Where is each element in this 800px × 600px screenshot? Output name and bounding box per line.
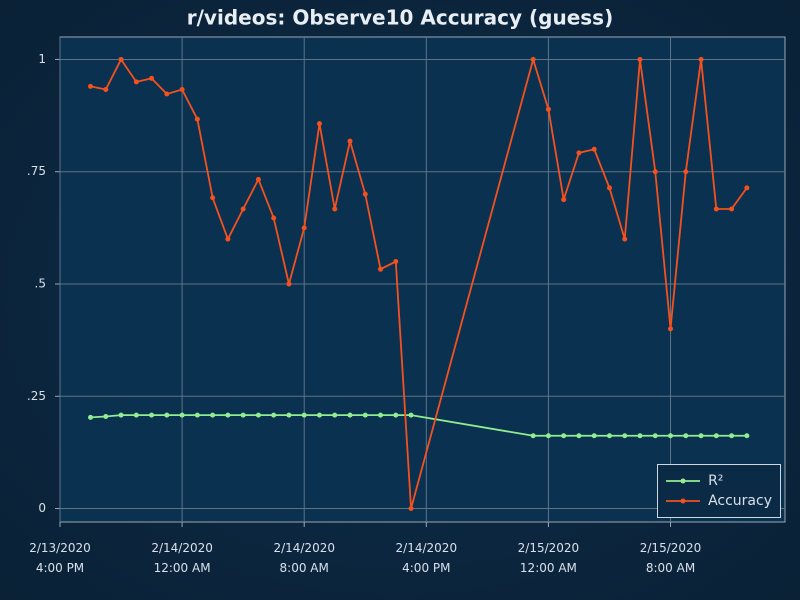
point — [729, 433, 735, 439]
point — [103, 87, 109, 93]
point — [316, 121, 322, 127]
point — [378, 266, 384, 272]
point — [271, 412, 277, 418]
point — [576, 433, 582, 439]
point — [133, 412, 139, 418]
point — [637, 56, 643, 62]
point — [545, 106, 551, 112]
point — [164, 412, 170, 418]
x-tick-label: 2/15/2020 8:00 AM — [639, 541, 702, 575]
point — [301, 412, 307, 418]
point — [561, 433, 567, 439]
legend: R² Accuracy — [657, 464, 781, 518]
point — [668, 433, 674, 439]
point — [408, 506, 414, 512]
point — [713, 433, 719, 439]
point — [606, 185, 612, 191]
legend-entry: R² — [666, 471, 772, 491]
legend-swatch — [666, 478, 701, 484]
point — [103, 413, 109, 419]
legend-label: R² — [708, 473, 724, 489]
point — [301, 225, 307, 231]
point — [149, 412, 155, 418]
point — [698, 433, 704, 439]
legend-swatch — [666, 498, 701, 504]
y-tick-label: .25 — [27, 389, 46, 403]
point — [683, 433, 689, 439]
y-tick-label: .75 — [27, 164, 46, 178]
point — [652, 169, 658, 175]
point — [606, 433, 612, 439]
point — [210, 412, 216, 418]
point — [255, 176, 261, 182]
point — [332, 412, 338, 418]
point — [316, 412, 322, 418]
point — [393, 412, 399, 418]
point — [576, 150, 582, 156]
legend-label: Accuracy — [708, 493, 772, 509]
point — [88, 83, 94, 89]
point — [530, 56, 536, 62]
y-tick-label: 1 — [38, 52, 46, 66]
point — [88, 414, 94, 420]
point — [393, 259, 399, 265]
point — [729, 206, 735, 212]
point — [683, 169, 689, 175]
point — [530, 433, 536, 439]
point — [271, 215, 277, 221]
point — [225, 412, 231, 418]
point — [744, 433, 750, 439]
x-tick-label: 2/14/2020 4:00 PM — [395, 541, 458, 575]
point — [347, 412, 353, 418]
point — [133, 79, 139, 85]
point — [194, 116, 200, 122]
x-tick-label: 2/15/2020 12:00 AM — [517, 541, 580, 575]
point — [408, 412, 414, 418]
legend-entry: Accuracy — [666, 491, 772, 511]
point — [744, 185, 750, 191]
point — [225, 236, 231, 242]
legend-dot — [680, 498, 686, 504]
point — [194, 412, 200, 418]
point — [286, 412, 292, 418]
y-tick-label: 0 — [38, 501, 46, 515]
point — [378, 412, 384, 418]
point — [149, 75, 155, 81]
point — [255, 412, 261, 418]
point — [637, 433, 643, 439]
chart-title: r/videos: Observe10 Accuracy (guess) — [187, 6, 613, 30]
point — [118, 412, 124, 418]
point — [240, 412, 246, 418]
legend-dot — [680, 478, 686, 484]
point — [622, 236, 628, 242]
point — [240, 206, 246, 212]
point — [668, 326, 674, 332]
x-tick-label: 2/14/2020 8:00 AM — [273, 541, 335, 575]
point — [164, 91, 170, 97]
point — [179, 87, 185, 93]
point — [332, 206, 338, 212]
point — [179, 412, 185, 418]
point — [210, 195, 216, 201]
point — [591, 146, 597, 152]
point — [698, 56, 704, 62]
point — [286, 281, 292, 287]
y-tick-label: .5 — [35, 276, 46, 290]
point — [545, 433, 551, 439]
point — [713, 206, 719, 212]
plot-area — [59, 36, 786, 523]
point — [561, 197, 567, 203]
point — [652, 433, 658, 439]
point — [591, 433, 597, 439]
point — [118, 56, 124, 62]
point — [362, 191, 368, 197]
point — [622, 433, 628, 439]
point — [362, 412, 368, 418]
point — [347, 138, 353, 144]
x-tick-label: 2/13/2020 4:00 PM — [29, 541, 91, 575]
x-tick-label: 2/14/2020 12:00 AM — [151, 541, 213, 575]
